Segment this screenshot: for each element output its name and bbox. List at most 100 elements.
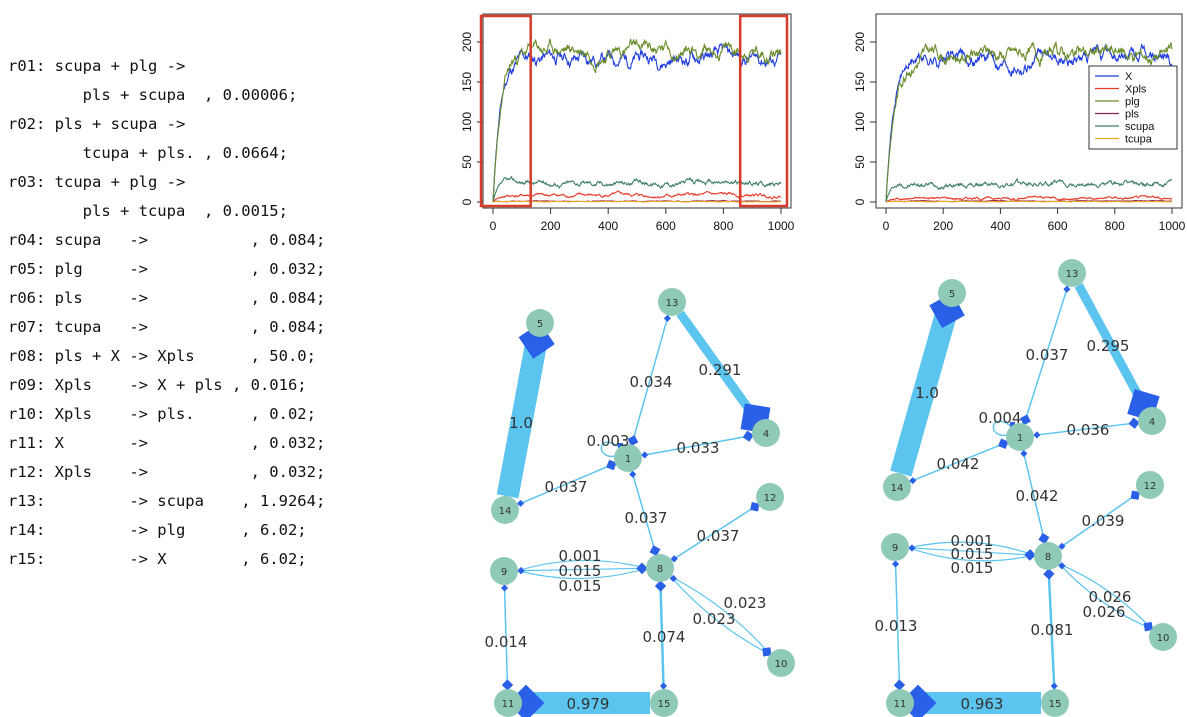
node-12 [756, 483, 784, 511]
x-tick-label: 800 [713, 219, 733, 233]
node-8 [1034, 542, 1062, 570]
reaction-line: r14: -> plg , 6.02; [8, 521, 307, 539]
x-tick-label: 600 [1048, 219, 1068, 233]
reaction-line: r02: pls + scupa -> [8, 115, 186, 133]
edge-label: 0.037 [697, 527, 740, 545]
edge-tail-marker [517, 567, 525, 575]
node-label: 14 [891, 483, 904, 494]
series-line-Xpls [885, 194, 1173, 203]
node-label: 13 [666, 298, 679, 309]
reaction-network-left: 5 13 4 1 14 12 9 8 10 11 15 1.0 0.034 0.291 0.003 0.033… [485, 288, 795, 717]
edge-label: 0.023 [693, 610, 736, 628]
node-label: 8 [1045, 552, 1051, 563]
legend-label-scupa: scupa [1125, 121, 1155, 133]
node-label: 12 [1144, 481, 1157, 492]
edge-label: 0.042 [937, 455, 980, 473]
arrowhead [627, 435, 639, 447]
edge-14-1 [909, 441, 1008, 483]
arrowhead [998, 438, 1009, 450]
edge-label: 0.042 [1016, 487, 1059, 505]
node-label: 11 [894, 699, 907, 710]
legend-label-pls: pls [1125, 109, 1140, 121]
node-15 [650, 689, 678, 717]
series-line-plg [885, 40, 1173, 203]
arrowhead [742, 430, 754, 442]
node-label: 9 [892, 543, 898, 554]
arrowhead [1130, 490, 1140, 500]
node-label: 15 [658, 699, 671, 710]
edge-label: 0.037 [625, 509, 668, 527]
x-tick-label: 0 [490, 219, 497, 233]
series-line-X [492, 42, 782, 203]
arrowhead [649, 545, 661, 557]
edge-layer [890, 283, 1160, 717]
edge-tail-marker [1033, 431, 1041, 439]
edge-label: 0.015 [951, 559, 994, 577]
edge-8-10 [670, 576, 771, 655]
edge-label: 1.0 [915, 384, 939, 402]
node-label: 13 [1066, 269, 1079, 280]
edge-tail-marker [908, 544, 916, 552]
x-tick-label: 200 [541, 219, 561, 233]
timeseries-chart-left: 0 50 100 150 200 0 200 400 600 800 1000 [460, 13, 795, 233]
edge-self-loop [600, 441, 621, 457]
edge-label: 0.013 [875, 617, 918, 635]
node-8 [646, 554, 674, 582]
series-line-tcupa [492, 200, 782, 203]
series-line-scupa [885, 177, 1172, 203]
node-label: 1 [625, 454, 631, 465]
reaction-line: r03: tcupa + plg -> [8, 173, 186, 191]
x-tick-label: 800 [1105, 219, 1125, 233]
reaction-list: r01: scupa + plg -> pls + scupa , 0.0000… [8, 52, 438, 574]
arrowhead [1024, 549, 1036, 561]
edge-label: 0.074 [643, 628, 686, 646]
series-line-plg [492, 38, 782, 203]
node-label: 5 [949, 289, 955, 300]
edge-9-8 [908, 547, 1035, 562]
x-tick-label: 200 [933, 219, 953, 233]
edge-tail-marker [659, 682, 668, 690]
node-label: 15 [1049, 699, 1062, 710]
node-label: 12 [764, 493, 777, 504]
highlight-box [479, 14, 532, 208]
arrowhead [1043, 568, 1055, 580]
reaction-line: r07: tcupa -> , 0.084; [8, 318, 326, 336]
legend-label-tcupa: tcupa [1125, 134, 1153, 146]
edge-label-layer: 1.0 0.034 0.291 0.003 0.033 0.037 0.037 0.037 0.… [485, 361, 767, 713]
y-tick-label: 100 [460, 112, 474, 132]
node-9 [881, 533, 909, 561]
x-tick-label: 1000 [1159, 219, 1186, 233]
node-10 [767, 649, 795, 677]
legend-box [1088, 65, 1178, 150]
reaction-line: r11: X -> , 0.032; [8, 434, 326, 452]
x-tick-label: 400 [598, 219, 618, 233]
y-tick-label: 150 [460, 72, 474, 92]
edge-label: 0.001 [951, 532, 994, 550]
reaction-line: pls + scupa , 0.00006; [8, 86, 298, 104]
node-label: 14 [499, 506, 512, 517]
arrowhead [618, 443, 623, 448]
edge-tail-marker [629, 470, 637, 478]
reaction-line: pls + tcupa , 0.0015; [8, 202, 288, 220]
plot-frame [482, 13, 792, 209]
edge-label: 0.023 [724, 594, 767, 612]
edge-label: 0.014 [485, 633, 528, 651]
node-label: 11 [502, 699, 515, 710]
edge-label: 0.039 [1082, 512, 1125, 530]
edge-label: 0.033 [677, 439, 720, 457]
node-9 [490, 557, 518, 585]
edge-tail-marker [670, 555, 678, 563]
y-tick-label: 150 [853, 72, 867, 92]
plot-frame [875, 13, 1183, 209]
edge-label: 0.295 [1087, 337, 1130, 355]
edge-9-8 [517, 559, 647, 572]
edge-9-8 [517, 567, 647, 572]
edge-self-loop [992, 420, 1013, 436]
edge-9-11 [894, 560, 901, 690]
node-label: 1 [1017, 433, 1023, 444]
edge-9-8 [908, 541, 1035, 556]
arrowhead [1128, 417, 1140, 429]
arrowhead [750, 502, 760, 512]
legend-label-plg: plg [1125, 96, 1140, 108]
